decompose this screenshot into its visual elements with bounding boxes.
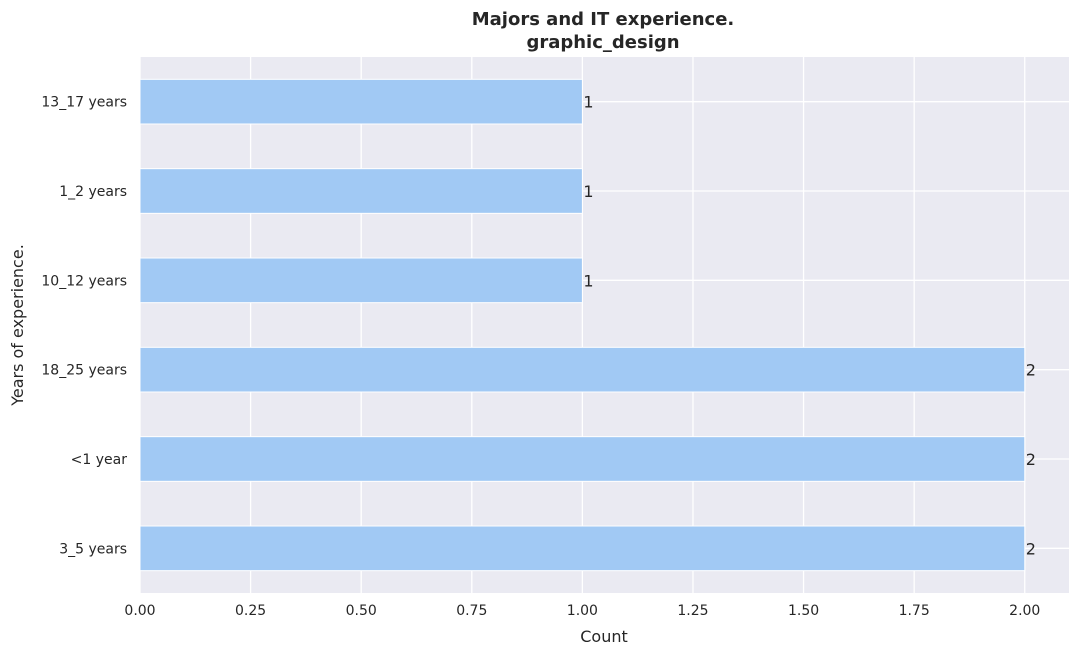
data-label: 2: [1026, 539, 1036, 558]
y-axis-label: Years of experience.: [8, 244, 27, 407]
data-label: 1: [583, 182, 593, 201]
x-tick-label: 0.00: [124, 603, 155, 619]
x-tick-label: 2.00: [1009, 603, 1040, 619]
x-tick-label: 0.75: [456, 603, 487, 619]
y-tick-label: 3_5 years: [59, 541, 127, 557]
data-label: 1: [583, 271, 593, 290]
bar: [139, 525, 1026, 572]
y-tick-label: 18_25 years: [41, 363, 127, 379]
bar: [139, 436, 1026, 482]
y-tick-label: 13_17 years: [41, 95, 127, 111]
x-tick-label: 1.75: [899, 603, 930, 619]
y-tick-label: <1 year: [71, 452, 128, 468]
x-tick-label: 1.00: [567, 603, 598, 619]
data-label: 1: [583, 93, 593, 112]
x-tick-label: 0.50: [346, 603, 377, 619]
x-tick-label: 1.25: [677, 603, 708, 619]
x-tick-label: 0.25: [235, 603, 266, 619]
x-tick-labels: 0.00 0.25 0.50 0.75 1.00 1.25 1.50 1.75 2.00: [124, 603, 1040, 619]
data-label: 2: [1026, 361, 1036, 380]
data-labels: 1 1 1 2 2 2: [583, 93, 1036, 559]
chart-subtitle: graphic_design: [526, 32, 679, 53]
y-tick-label: 1_2 years: [59, 184, 127, 200]
x-axis-label: Count: [580, 627, 628, 646]
data-label: 2: [1026, 450, 1036, 469]
bar: [139, 78, 583, 125]
bar: [139, 168, 583, 214]
plot-area: [140, 57, 1069, 593]
bars: [139, 78, 1026, 572]
y-tick-label: 10_12 years: [41, 273, 127, 289]
chart-title: Majors and IT experience.: [472, 9, 735, 30]
bar: [139, 257, 583, 304]
y-tick-labels: 13_17 years 1_2 years 10_12 years 18_25 yea…: [41, 95, 127, 558]
x-tick-label: 1.50: [788, 603, 819, 619]
bar: [139, 346, 1026, 393]
